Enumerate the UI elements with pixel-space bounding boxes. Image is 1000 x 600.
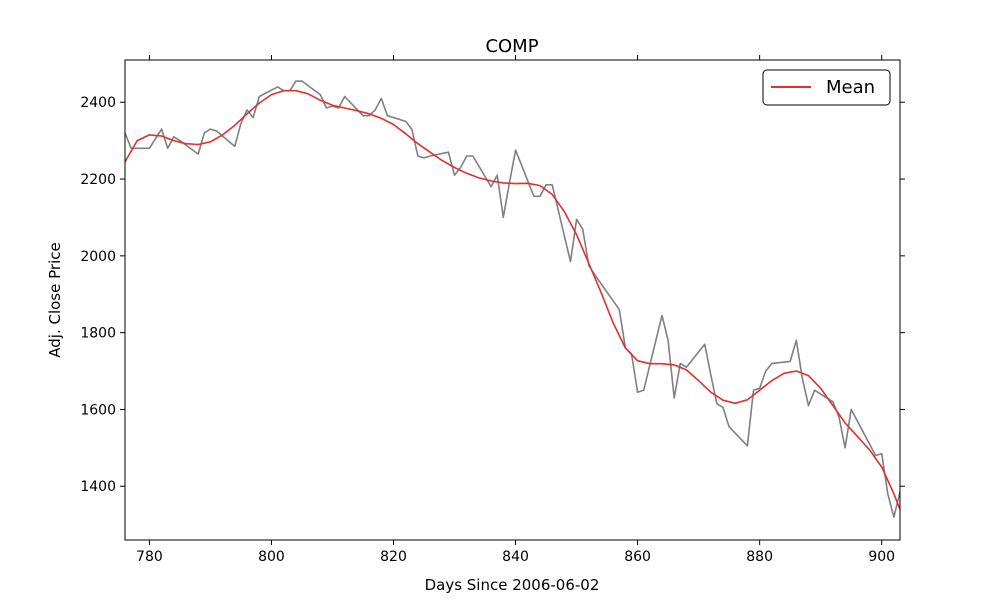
x-axis-label: Days Since 2006-06-02 xyxy=(425,576,600,594)
plot-frame xyxy=(124,59,901,541)
y-axis-label: Adj. Close Price xyxy=(46,242,64,357)
legend: Mean xyxy=(762,69,891,106)
series-line-mean xyxy=(125,89,900,510)
x-tick-label-800: 800 xyxy=(258,549,285,565)
series-line-0 xyxy=(125,80,900,518)
chart-title: COMP xyxy=(485,36,538,57)
x-tick-label-780: 780 xyxy=(136,549,163,565)
plot-lines xyxy=(125,80,900,518)
x-tick-label-860: 860 xyxy=(624,549,651,565)
x-tick-label-880: 880 xyxy=(746,549,773,565)
x-tick-label-840: 840 xyxy=(502,549,529,565)
y-tick-label-2000: 2000 xyxy=(80,249,116,265)
legend-label-mean: Mean xyxy=(826,77,875,98)
y-tick-label-1600: 1600 xyxy=(80,402,116,418)
x-tick-label-900: 900 xyxy=(868,549,895,565)
legend-box xyxy=(762,69,891,106)
y-tick-label-1400: 1400 xyxy=(80,479,116,495)
x-axis-ticks: 780 800 820 840 860 880 900 xyxy=(136,55,895,565)
y-tick-label-2400: 2400 xyxy=(80,95,116,111)
y-axis-ticks: 1400 1600 1800 2000 2200 2400 xyxy=(80,95,905,495)
y-tick-label-1800: 1800 xyxy=(80,326,116,342)
x-tick-label-820: 820 xyxy=(380,549,407,565)
y-tick-label-2200: 2200 xyxy=(80,172,116,188)
